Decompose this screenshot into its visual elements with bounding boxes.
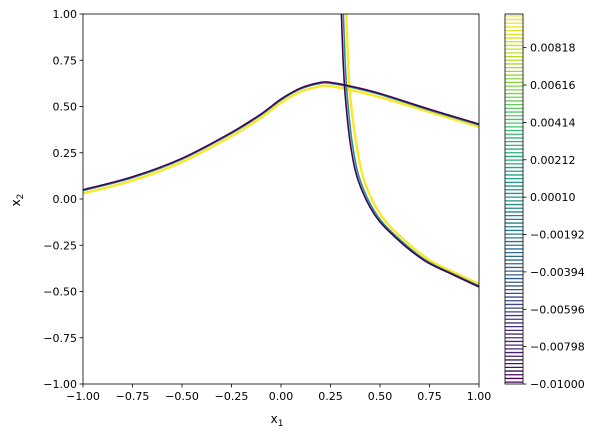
y-tick-label: −0.50: [43, 286, 77, 299]
x-tick-label: 0.00: [269, 390, 294, 403]
colorbar-tick-label: 0.00010: [530, 191, 576, 204]
x-tick-label: 0.75: [417, 390, 442, 403]
colorbar-ticks: −0.01000 −0.00798 −0.00596 −0.00394 −0.00192…: [523, 42, 585, 391]
x-tick-label: −0.25: [215, 390, 249, 403]
y-axis: −1.00 −0.75 −0.50 −0.25 0.00 0.25 0.50 0.75 1.00: [43, 8, 83, 391]
colorbar: [505, 15, 523, 383]
y-tick-label: 1.00: [53, 8, 78, 21]
y-tick-label: 0.50: [53, 101, 78, 114]
y-tick-label: 0.00: [53, 193, 78, 206]
colorbar-tick-label: −0.00192: [530, 229, 585, 242]
contour-line-2-0: [83, 81, 479, 191]
y-tick-label: −1.00: [43, 378, 77, 391]
x-tick-label: 0.25: [318, 390, 343, 403]
colorbar-tick-label: −0.00798: [530, 341, 585, 354]
colorbar-tick-label: −0.01000: [530, 378, 585, 391]
contour-line-0-0: [83, 84, 479, 195]
y-tick-label: −0.75: [43, 332, 77, 345]
colorbar-tick-label: 0.00818: [530, 42, 576, 55]
y-tick-label: 0.75: [53, 54, 78, 67]
colorbar-frame: [504, 13, 524, 385]
x-axis-label: x1: [271, 412, 284, 429]
x-axis: −1.00 −0.75 −0.50 −0.25 0.00 0.25 0.50 0.75 1.00: [66, 384, 491, 403]
plot-area: [83, 14, 479, 384]
colorbar-tick-label: 0.00212: [530, 154, 576, 167]
colorbar-tick-label: −0.00394: [530, 266, 585, 279]
colorbar-tick-label: −0.00596: [530, 303, 585, 316]
contour-line-1-1: [342, 14, 479, 287]
x-tick-label: −0.50: [165, 390, 199, 403]
x-tick-label: 1.00: [467, 390, 492, 403]
contour-line-0-1: [345, 14, 479, 286]
x-tick-label: 0.50: [368, 390, 393, 403]
colorbar-tick-label: 0.00616: [530, 79, 576, 92]
colorbar-tick-label: 0.00414: [530, 116, 576, 129]
y-tick-label: −0.25: [43, 239, 77, 252]
y-axis-label: x2: [9, 194, 26, 207]
contour-lines: [83, 14, 479, 288]
y-tick-label: 0.25: [53, 147, 78, 160]
x-tick-label: −1.00: [66, 390, 100, 403]
contour-line-1-0: [83, 81, 479, 192]
x-tick-label: −0.75: [116, 390, 150, 403]
contour-line-2-1: [340, 14, 479, 288]
